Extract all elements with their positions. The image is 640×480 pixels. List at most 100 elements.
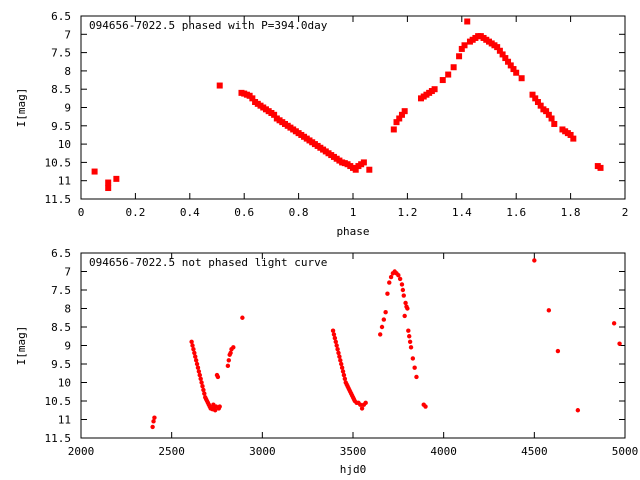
data-point xyxy=(150,424,155,430)
data-point xyxy=(407,339,413,344)
data-point xyxy=(190,343,195,348)
data-point xyxy=(412,365,417,370)
data-point xyxy=(445,71,452,78)
data-point xyxy=(555,348,561,354)
data-point xyxy=(464,18,471,25)
data-point xyxy=(496,47,503,54)
data-point xyxy=(359,406,365,411)
x-tick-label: 0.6 xyxy=(234,206,254,219)
data-point xyxy=(387,280,392,285)
data-point xyxy=(340,369,346,374)
data-point xyxy=(337,354,342,359)
data-point xyxy=(505,58,512,65)
data-point xyxy=(548,115,555,122)
data-point xyxy=(611,321,617,326)
unphased-light-curve-panel: 2000 2500 3000 3500 4000 4500 5000 6.5 7 7.5 8 8.5 9… xyxy=(15,247,638,476)
data-point xyxy=(192,350,197,356)
y-tick-label: 8 xyxy=(64,65,71,78)
data-point xyxy=(499,51,506,58)
data-point xyxy=(249,95,256,102)
data-point xyxy=(334,343,339,348)
x-tick-label: 3000 xyxy=(249,445,276,458)
y-tick-label: 7.5 xyxy=(51,284,71,297)
data-point xyxy=(410,356,416,361)
data-point xyxy=(216,82,223,89)
data-point xyxy=(518,75,525,82)
data-point xyxy=(152,415,157,420)
x-axis-label: hjd0 xyxy=(340,463,367,476)
x-tick-label: 1.8 xyxy=(561,206,581,219)
data-point xyxy=(225,363,231,369)
y-tick-label: 10 xyxy=(58,138,71,151)
data-point xyxy=(423,404,428,409)
data-point xyxy=(414,374,419,380)
y-tick-label: 8 xyxy=(64,303,71,316)
y-tick-label: 10.5 xyxy=(45,156,72,169)
data-point xyxy=(401,293,406,298)
y-tick-label: 8.5 xyxy=(51,321,71,334)
data-point xyxy=(271,111,278,118)
data-point xyxy=(597,164,604,171)
data-point xyxy=(215,374,221,380)
data-point xyxy=(532,258,537,263)
x-tick-label: 0.8 xyxy=(289,206,309,219)
x-tick-label: 4500 xyxy=(521,445,548,458)
phased-light-curve-panel: 0 0.2 0.4 0.6 0.8 1 1.2 1.4 1.6 1.8 2 6.5 7 7.5 8 8.5 9 9… xyxy=(15,10,628,238)
data-point xyxy=(358,402,363,407)
data-point xyxy=(545,111,552,118)
y-tick-label: 10.5 xyxy=(45,395,72,408)
data-point xyxy=(406,328,411,333)
data-point xyxy=(199,380,204,385)
data-point xyxy=(193,354,198,359)
data-point xyxy=(217,404,222,409)
data-point xyxy=(529,91,536,98)
data-point xyxy=(439,77,446,84)
x-tick-label: 0.4 xyxy=(180,206,200,219)
data-point xyxy=(393,119,400,126)
data-point xyxy=(335,347,340,352)
data-point xyxy=(198,376,203,381)
data-point xyxy=(212,408,218,413)
x-tick-label: 0 xyxy=(78,206,85,219)
data-point xyxy=(202,391,207,396)
x-axis-label: phase xyxy=(336,225,369,238)
y-tick-label: 6.5 xyxy=(51,10,71,23)
data-point xyxy=(458,45,465,52)
data-point xyxy=(226,358,231,363)
data-point xyxy=(397,276,403,282)
y-tick-label: 11 xyxy=(58,414,71,427)
data-point xyxy=(507,62,514,69)
data-point xyxy=(532,95,539,102)
y-tick-label: 8.5 xyxy=(51,83,71,96)
data-point xyxy=(342,376,348,381)
data-point xyxy=(330,328,336,333)
y-tick-label: 7 xyxy=(64,28,71,41)
data-point xyxy=(575,408,581,413)
data-point xyxy=(510,66,517,73)
data-point xyxy=(407,334,412,339)
data-point xyxy=(341,372,347,378)
data-point xyxy=(339,365,345,370)
data-point xyxy=(534,99,541,106)
y-tick-label: 9 xyxy=(64,340,71,353)
data-point xyxy=(379,324,385,330)
data-point xyxy=(333,339,338,344)
x-tick-label: 4000 xyxy=(430,445,457,458)
data-point xyxy=(331,332,337,337)
data-point xyxy=(194,361,200,367)
data-point xyxy=(231,345,236,350)
data-point xyxy=(408,345,414,350)
y-axis-label: I[mag] xyxy=(15,326,28,366)
x-tick-label: 2500 xyxy=(158,445,185,458)
y-tick-label: 6.5 xyxy=(51,247,71,260)
data-point xyxy=(352,166,359,173)
data-point xyxy=(338,358,343,363)
x-tick-label: 5000 xyxy=(612,445,639,458)
plot-frame xyxy=(80,252,626,439)
data-point xyxy=(390,126,397,133)
data-point xyxy=(398,111,405,118)
data-point xyxy=(360,159,367,166)
y-tick-label: 7.5 xyxy=(51,47,71,60)
data-point xyxy=(400,287,406,293)
